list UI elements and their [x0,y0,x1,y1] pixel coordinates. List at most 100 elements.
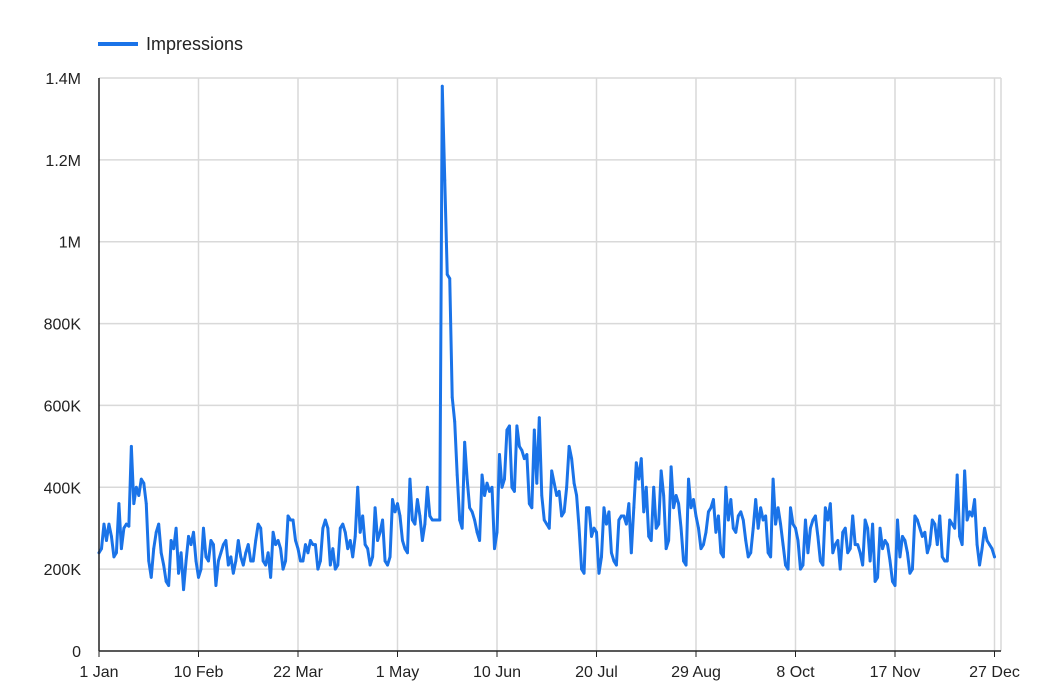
data-point[interactable] [975,543,979,546]
data-point[interactable] [751,526,755,530]
data-point[interactable] [911,567,914,571]
data-point[interactable] [983,526,986,530]
data-point[interactable] [863,518,867,522]
data-point[interactable] [948,518,952,522]
data-point[interactable] [925,551,929,555]
data-point[interactable] [639,457,643,461]
data-point[interactable] [182,588,185,592]
data-point[interactable] [167,584,171,587]
data-point[interactable] [726,518,730,522]
data-point[interactable] [304,543,307,546]
data-point[interactable] [433,518,437,522]
data-point[interactable] [458,518,462,522]
data-point[interactable] [271,530,275,534]
data-point[interactable] [291,518,295,522]
data-point[interactable] [470,510,474,514]
data-point[interactable] [734,530,738,534]
data-point[interactable] [754,498,758,501]
data-point[interactable] [570,457,574,461]
data-point[interactable] [545,522,549,526]
data-point[interactable] [968,510,972,514]
data-point[interactable] [702,543,705,546]
data-point[interactable] [567,444,571,448]
data-point[interactable] [194,559,198,563]
data-point[interactable] [612,559,616,563]
data-point[interactable] [455,473,459,477]
data-point[interactable] [784,563,787,567]
data-point[interactable] [139,477,143,481]
data-point[interactable] [866,526,870,530]
data-point[interactable] [774,522,777,526]
data-point[interactable] [978,563,981,567]
data-point[interactable] [893,584,897,587]
data-point[interactable] [157,522,161,526]
data-point[interactable] [386,563,389,567]
data-point[interactable] [716,514,720,518]
data-point[interactable] [274,543,278,546]
data-point[interactable] [425,485,429,489]
data-point[interactable] [202,526,205,530]
data-point[interactable] [430,518,434,522]
data-point[interactable] [766,551,770,555]
data-point[interactable] [259,526,263,530]
data-point[interactable] [724,485,728,489]
data-point[interactable] [806,551,810,555]
data-point[interactable] [906,551,909,555]
data-point[interactable] [408,477,412,481]
data-point[interactable] [448,277,452,280]
data-point[interactable] [423,522,427,526]
data-point[interactable] [152,547,156,551]
data-point[interactable] [515,424,519,428]
data-point[interactable] [801,563,805,567]
data-point[interactable] [699,547,703,551]
data-point[interactable] [269,575,273,579]
data-point[interactable] [527,502,531,506]
data-point[interactable] [930,518,934,522]
data-point[interactable] [542,518,546,522]
data-point[interactable] [483,494,486,497]
data-point[interactable] [736,514,740,518]
data-point[interactable] [383,559,387,563]
data-point[interactable] [963,469,967,473]
data-point[interactable] [687,477,690,481]
data-point[interactable] [314,543,317,546]
data-point[interactable] [789,506,792,510]
data-point[interactable] [411,518,414,522]
data-point[interactable] [420,539,424,542]
data-point[interactable] [294,539,297,542]
data-point[interactable] [525,453,529,456]
data-point[interactable] [828,502,832,506]
data-point[interactable] [848,547,852,551]
data-point[interactable] [159,551,163,555]
data-point[interactable] [652,485,656,489]
data-point[interactable] [236,539,240,542]
data-point[interactable] [876,575,879,579]
data-point[interactable] [761,518,765,522]
data-point[interactable] [346,547,350,551]
data-point[interactable] [122,526,126,530]
data-point[interactable] [657,522,661,526]
data-point[interactable] [281,567,285,571]
data-point[interactable] [137,494,141,497]
data-point[interactable] [662,494,666,497]
data-point[interactable] [557,489,561,493]
data-point[interactable] [721,555,725,559]
data-point[interactable] [913,514,917,518]
data-point[interactable] [908,571,912,575]
data-point[interactable] [826,518,830,522]
data-point[interactable] [537,416,541,420]
data-point[interactable] [413,522,417,526]
data-point[interactable] [241,563,245,567]
data-point[interactable] [149,575,153,579]
data-point[interactable] [619,514,623,518]
data-point[interactable] [938,514,942,518]
data-point[interactable] [811,518,815,522]
data-point[interactable] [251,559,255,563]
data-point[interactable] [261,559,265,563]
data-point[interactable] [781,543,785,546]
data-point[interactable] [707,510,710,514]
data-point[interactable] [873,580,877,583]
data-point[interactable] [331,547,335,551]
data-point[interactable] [858,551,862,555]
data-point[interactable] [309,539,312,542]
